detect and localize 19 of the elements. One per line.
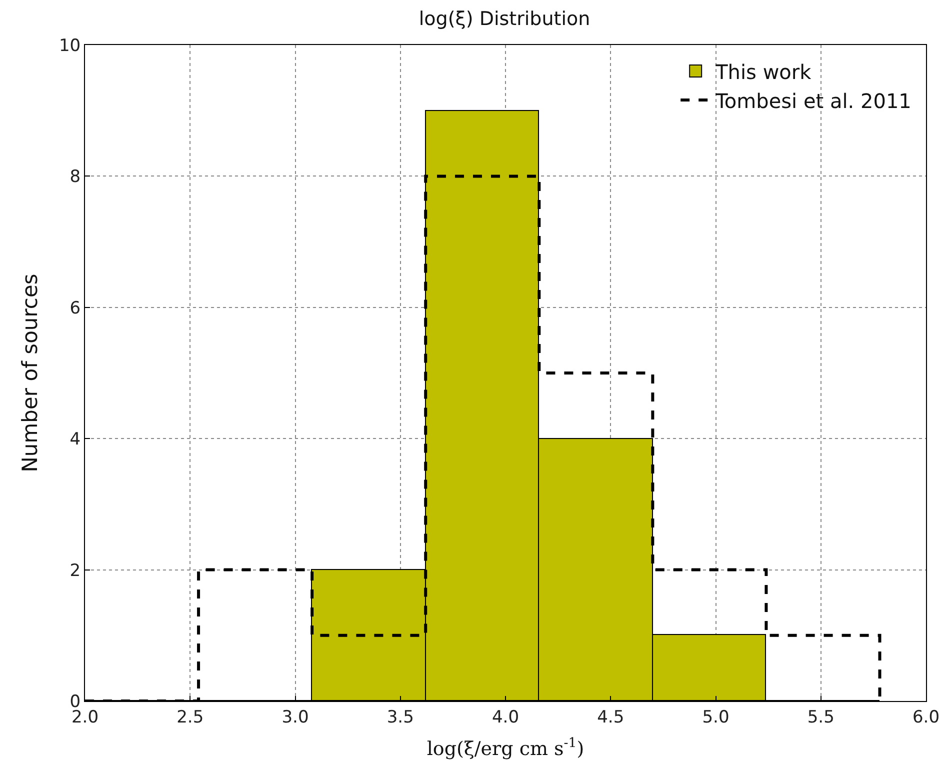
x-tick-label: 6.0 bbox=[912, 707, 940, 728]
y-tick-label: 6 bbox=[70, 298, 81, 318]
x-tick-label: 3.0 bbox=[282, 707, 309, 728]
x-tick-label: 4.0 bbox=[492, 707, 520, 728]
x-axis-title: log(ξ/erg cm s$^{-1}$) bbox=[426, 736, 584, 760]
legend-label: This work bbox=[714, 60, 812, 84]
chart-title: log(ξ) Distribution bbox=[418, 8, 590, 30]
y-tick-label: 2 bbox=[70, 560, 81, 581]
x-tick-label: 3.5 bbox=[386, 707, 414, 728]
legend-label: Tombesi et al. 2011 bbox=[714, 88, 912, 113]
x-tick-label: 2.0 bbox=[71, 707, 99, 728]
x-tick-label: 5.0 bbox=[702, 707, 730, 728]
x-tick-label: 5.5 bbox=[807, 707, 834, 728]
y-tick-label: 8 bbox=[70, 167, 81, 188]
y-axis-title: Number of sources bbox=[18, 274, 42, 472]
x-tick-label: 2.5 bbox=[176, 707, 204, 728]
y-tick-label: 10 bbox=[58, 36, 81, 56]
y-tick-label: 4 bbox=[70, 430, 81, 450]
x-tick-label: 4.5 bbox=[597, 707, 624, 728]
